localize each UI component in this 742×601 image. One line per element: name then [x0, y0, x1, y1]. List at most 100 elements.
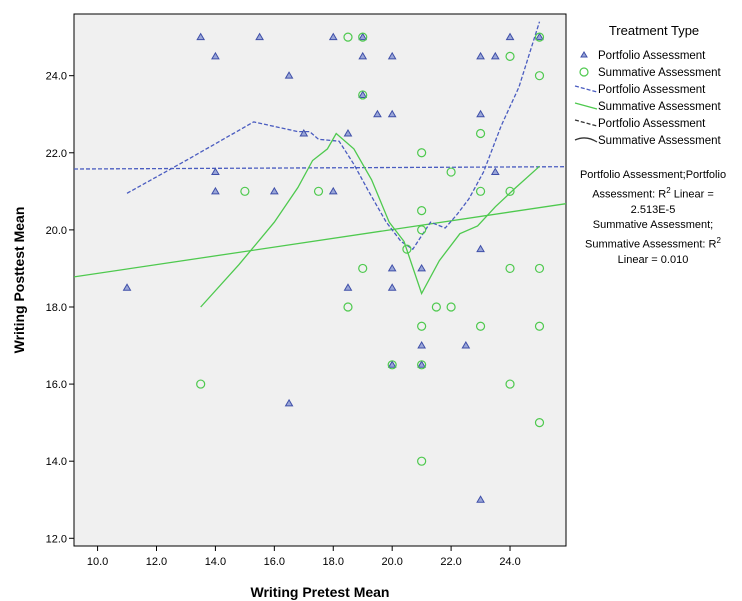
portfolio-point [122, 283, 132, 291]
plot-area [73, 13, 567, 547]
y-tick-label: 12.0 [46, 533, 67, 545]
summative-point [313, 186, 324, 196]
portfolio-point [373, 109, 382, 118]
x-tick-label: 10.0 [87, 556, 108, 568]
portfolio-point [328, 32, 338, 41]
y-tick-label: 18.0 [46, 302, 67, 314]
annotation-portfolio-line3: 2.513E-5 [630, 203, 676, 216]
y-tick-label: 20.0 [46, 225, 67, 237]
legend-item-5-swatch [574, 119, 598, 127]
portfolio-point [387, 51, 397, 60]
annotation-summative: Summative Assessment; Summative Assessme… [563, 218, 742, 268]
legend-item-2-swatch [579, 67, 589, 77]
legend-item-1-label: Portfolio Assessment [598, 50, 706, 62]
legend-item-1-swatch [580, 51, 588, 58]
legend-item-4-label: Summative Assessment [598, 101, 722, 113]
y-tick-label: 14.0 [46, 456, 67, 468]
portfolio-point [196, 32, 206, 41]
portfolio-point [358, 90, 368, 98]
x-tick-label: 20.0 [381, 556, 402, 568]
summative-point [343, 32, 353, 42]
fit-line-loess-summative [200, 132, 540, 308]
y-tick-label: 16.0 [46, 379, 67, 391]
legend-item-5-label: Portfolio Assessment [598, 118, 706, 130]
summative-point [417, 456, 427, 466]
annotation-summative-line2: Summative Assessment: R2 [585, 236, 721, 251]
summative-point [534, 263, 545, 274]
portfolio-point [476, 244, 485, 253]
portfolio-point [417, 263, 427, 272]
summative-point [431, 302, 441, 312]
fit-line-linear-portfolio [74, 166, 566, 170]
summative-point [343, 302, 353, 312]
summative-point [402, 244, 412, 254]
summative-point [534, 32, 545, 42]
summative-point [475, 321, 486, 331]
summative-point [196, 379, 206, 389]
portfolio-point [328, 186, 338, 195]
legend: Portfolio Assessment Summative Assessment… [574, 50, 722, 147]
x-tick-label: 22.0 [440, 556, 461, 568]
summative-point [475, 128, 486, 139]
summative-point [505, 263, 515, 274]
x-axis-title: Writing Pretest Mean [251, 584, 390, 600]
fit-line-linear-summative [74, 203, 566, 278]
summative-point [446, 167, 456, 177]
summative-point [505, 186, 515, 196]
annotation-portfolio-line2: Assessment: R2 Linear = [592, 186, 714, 201]
x-tick-label: 24.0 [499, 556, 520, 568]
y-tick-label: 24.0 [46, 71, 67, 83]
portfolio-point [461, 341, 471, 349]
portfolio-point [476, 51, 485, 60]
portfolio-point [358, 51, 368, 60]
summative-point [505, 51, 515, 62]
portfolio-point [343, 283, 353, 291]
x-tick-label: 18.0 [323, 556, 344, 568]
portfolio-point [387, 263, 397, 272]
portfolio-point [535, 32, 544, 41]
x-tick-label: 16.0 [264, 556, 285, 568]
portfolio-point [476, 495, 485, 503]
summative-point [417, 148, 427, 158]
portfolio-point [284, 398, 294, 407]
annotation-portfolio: Portfolio Assessment;Portfolio Assessmen… [563, 168, 742, 218]
summative-point [475, 186, 486, 196]
portfolio-point [358, 32, 368, 41]
y-axis-title: Writing Posttest Mean [11, 207, 27, 354]
portfolio-point [476, 109, 485, 118]
legend-item-2-label: Summative Assessment [598, 67, 722, 79]
legend-title: Treatment Type [609, 23, 699, 38]
summative-point [534, 71, 545, 81]
summative-point [358, 32, 368, 42]
legend-item-4-swatch [574, 102, 598, 110]
portfolio-point [255, 32, 264, 41]
summative-point [534, 321, 545, 331]
portfolio-point [387, 109, 397, 118]
portfolio-point [299, 129, 309, 137]
annotation-summative-line3: Linear = 0.010 [617, 253, 689, 266]
summative-point [240, 186, 250, 196]
portfolio-point [387, 360, 397, 368]
summative-point [417, 321, 427, 331]
portfolio-point [417, 360, 427, 368]
summative-point [505, 379, 515, 389]
portfolio-point [343, 129, 353, 137]
summative-point [417, 225, 427, 235]
portfolio-point [417, 341, 427, 349]
legend-item-6-label: Summative Assessment [598, 135, 722, 147]
annotation-summative-line1: Summative Assessment; [592, 219, 714, 231]
annotation-portfolio-line1: Portfolio Assessment;Portfolio [579, 169, 727, 181]
summative-point [358, 263, 368, 274]
summative-point [358, 90, 368, 100]
summative-point [534, 418, 545, 428]
fit-line-loess-portfolio [126, 21, 541, 251]
portfolio-point [211, 51, 220, 60]
summative-point [417, 206, 427, 216]
summative-point [387, 360, 397, 370]
portfolio-point [284, 71, 294, 79]
portfolio-point [387, 283, 397, 291]
summative-point [417, 360, 427, 370]
y-tick-label: 22.0 [46, 148, 67, 160]
legend-item-3-swatch [574, 85, 598, 93]
